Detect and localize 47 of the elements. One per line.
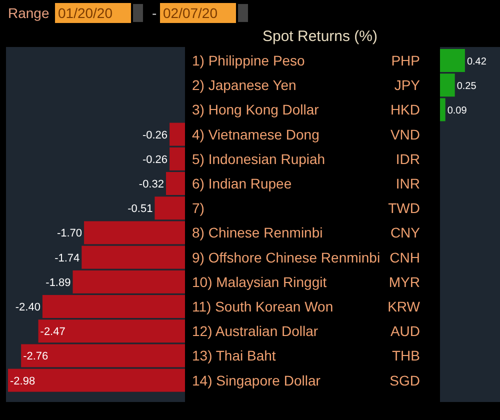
y-tick-label: 13) Thai Baht: [192, 348, 276, 364]
y2-tick-label: AUD: [390, 323, 420, 340]
y-tick-label: 10) Malaysian Ringgit: [192, 274, 327, 290]
y2-tick-label: KRW: [388, 298, 421, 314]
text: 01/20/20: [58, 5, 113, 21]
text: -: [152, 5, 157, 21]
y2-tick-label: JPY: [394, 77, 421, 94]
data-label: -0.32: [138, 178, 164, 190]
y-tick-label: 6) Indian Rupee: [192, 176, 292, 192]
data-label: 0.25: [456, 81, 477, 92]
y2-tick-label: SGD: [390, 372, 420, 388]
data-label: -0.51: [128, 203, 153, 216]
y-tick-label: 1) Philippine Peso: [192, 52, 306, 68]
y2-tick-label: IDR: [396, 150, 420, 167]
text: Spot Returns (%): [262, 28, 378, 45]
y2-tick-label: PHP: [391, 52, 420, 68]
y-tick-label: 5) Indonesian Rupiah: [192, 150, 326, 167]
y2-tick-label: TWD: [388, 200, 420, 216]
y2-tick-label: CNH: [390, 249, 420, 266]
y2-tick-label: CNY: [390, 224, 421, 241]
data-label: -2.47: [40, 326, 66, 338]
y2-tick-label: HKD: [390, 102, 420, 118]
y-tick-label: 4) Vietnamese Dong: [192, 126, 320, 142]
y-tick-label: 12) Australian Dollar: [192, 323, 318, 340]
data-label: -0.26: [142, 154, 168, 166]
y-tick-label: 9) Offshore Chinese Renminbi: [192, 249, 380, 266]
y2-tick-label: THB: [392, 348, 420, 364]
data-label: 0.42: [466, 56, 487, 68]
text: Range: [8, 5, 50, 21]
data-label: -1.70: [56, 228, 82, 240]
y-tick-label: 2) Japanese Yen: [192, 77, 296, 94]
data-label: -0.26: [142, 129, 168, 142]
y2-tick-label: MYR: [388, 274, 420, 290]
y-tick-label: 3) Hong Kong Dollar: [192, 102, 320, 118]
y2-tick-label: INR: [396, 176, 420, 192]
y-tick-label: 7): [192, 200, 204, 216]
y-tick-label: 14) Singapore Dollar: [192, 372, 321, 388]
data-label: 0.09: [447, 106, 468, 117]
data-label: -2.40: [15, 302, 40, 314]
y-tick-label: 11) South Korean Won: [192, 298, 334, 314]
data-label: -1.74: [54, 252, 80, 264]
y-tick-label: 8) Chinese Renminbi: [192, 224, 323, 241]
text: 02/07/20: [163, 5, 218, 21]
data-label: -1.89: [46, 276, 71, 289]
data-label: -2.76: [23, 350, 48, 363]
data-label: -2.98: [10, 375, 36, 388]
y2-tick-label: VND: [390, 126, 420, 142]
